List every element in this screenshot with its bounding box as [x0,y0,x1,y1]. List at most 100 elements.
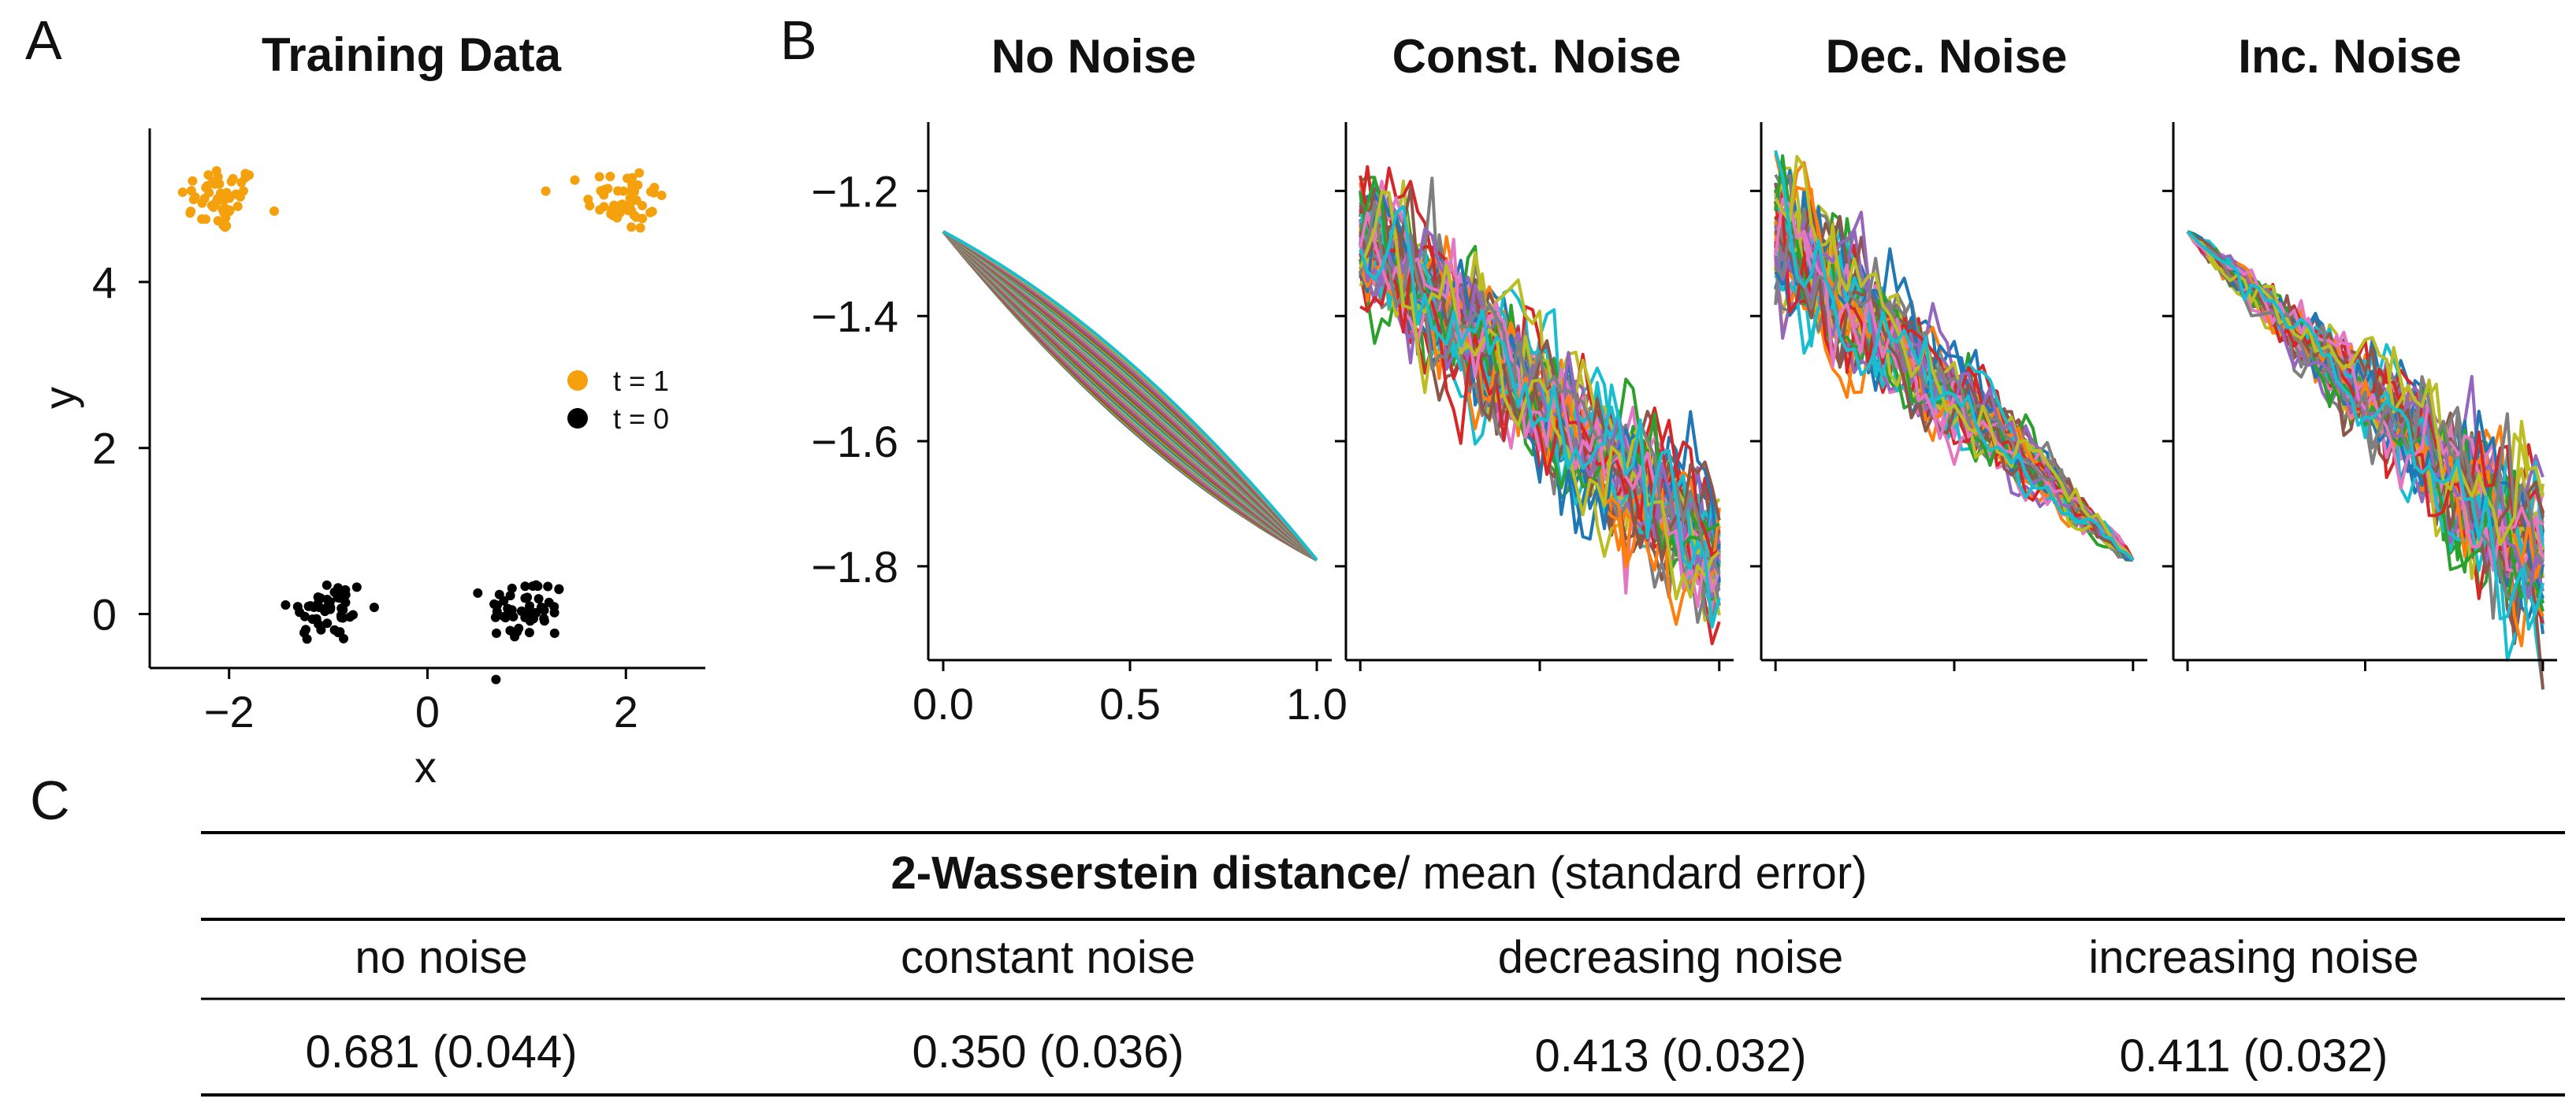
panel-letter-a: A [25,9,62,71]
scatter-point [211,165,221,176]
scatter-point [594,172,604,182]
scatter-point [605,172,615,181]
table-col-increasing-noise: increasing noise [2088,932,2418,983]
subplot-x-tick-label: 0.0 [913,679,974,729]
scatter-point [218,221,229,231]
table-cell-constant-noise: 0.350 (0.036) [912,1026,1184,1078]
scatter-point [214,179,225,189]
scatter-point [269,206,279,216]
inc-noise-title: Inc. Noise [2238,30,2461,83]
scatter-x-ticks: −2 0 2 [204,668,638,737]
scatter-point [524,628,534,637]
scatter-point [322,580,332,590]
scatter-point [493,600,502,610]
panel-letter-b: B [780,9,817,71]
table-header: 2-Wasserstein distance/ mean (standard e… [891,848,1868,899]
scatter-point [301,625,310,635]
scatter-point [348,610,358,620]
legend-marker-t0 [567,408,588,429]
scatter-point [626,222,637,232]
scatter-point [539,616,549,626]
trajectory-line [942,230,1318,562]
scatter-point [188,176,198,186]
scatter-point [499,611,509,622]
scatter-legend: t = 1 t = 0 [567,365,669,435]
subplot-y-tick-label: −1.2 [811,166,898,216]
scatter-point [585,201,595,211]
scatter-point [244,170,255,180]
scatter-point [635,223,645,233]
training-data-scatter: Training Data −2 0 2 0 2 4 x y t = 1 t = 0 [35,28,705,792]
scatter-point [531,607,541,618]
subplot-x-tick-label: 0.5 [1099,679,1161,729]
trajectory-line [1774,154,2135,562]
inc-noise-subplot [2162,122,2557,690]
scatter-point [634,168,645,178]
subplot-y-tick-label: −1.6 [811,417,898,466]
scatter-point [322,618,333,629]
scatter-point [599,202,609,212]
scatter-y-tick-label: 4 [92,258,117,307]
table-header-bold: 2-Wasserstein distance [891,848,1398,899]
const-noise-subplot [1335,122,1734,671]
no-noise-title: No Noise [991,30,1196,83]
scatter-point [637,201,647,210]
scatter-points [177,165,667,685]
scatter-point [203,170,214,180]
table-cell-decreasing-noise: 0.413 (0.032) [1534,1030,1806,1082]
scatter-point [615,200,626,210]
scatter-point [520,593,530,603]
scatter-point [508,611,519,622]
scatter-point [177,187,188,197]
scatter-point [338,613,348,623]
scatter-point [232,202,243,211]
trajectory-line [1774,226,2135,562]
scatter-point [507,583,517,593]
scatter-point [211,197,221,207]
scatter-point [302,634,312,644]
scatter-point [336,603,347,614]
legend-label-t0: t = 0 [613,403,669,435]
scatter-point [541,186,551,196]
scatter-point [292,602,303,612]
scatter-x-tick-label: 0 [415,687,440,737]
trajectory-line [1774,150,2135,562]
scatter-point [544,597,554,607]
scatter-point [369,603,379,612]
table-cell-no-noise: 0.681 (0.044) [305,1026,577,1078]
panel-letter-c: C [30,770,70,831]
legend-label-t1: t = 1 [613,365,669,397]
scatter-point [217,205,228,215]
scatter-x-label: x [414,742,437,792]
scatter-point [322,603,332,613]
table-header-rest: / mean (standard error) [1397,848,1867,899]
scatter-point [221,187,232,198]
scatter-point [340,584,351,595]
scatter-title: Training Data [262,28,562,81]
scatter-point [531,580,541,590]
scatter-point [554,584,564,595]
table-col-constant-noise: constant noise [901,932,1195,983]
scatter-point [649,187,659,198]
scatter-y-tick-label: 2 [92,424,117,473]
scatter-point [351,582,362,592]
trajectory-panels: No Noise Const. Noise Dec. Noise Inc. No… [811,30,2557,729]
const-noise-title: Const. Noise [1392,30,1682,83]
trajectory-line [1359,201,1721,575]
scatter-point [201,214,210,225]
scatter-point [186,206,196,217]
scatter-point [619,186,629,196]
scatter-point [313,592,323,602]
scatter-point [190,192,200,202]
scatter-point [201,183,211,193]
scatter-point [228,173,238,184]
no-noise-subplot: −1.2 −1.4 −1.6 −1.8 0.0 0.5 1.0 [811,122,1347,729]
subplot-y-tick-label: −1.4 [811,291,898,341]
scatter-x-tick-label: 2 [614,687,638,737]
scatter-point [197,198,207,208]
scatter-y-label: y [35,387,84,409]
scatter-point [627,184,637,195]
trajectory-line [2186,230,2544,631]
scatter-point [505,625,515,636]
